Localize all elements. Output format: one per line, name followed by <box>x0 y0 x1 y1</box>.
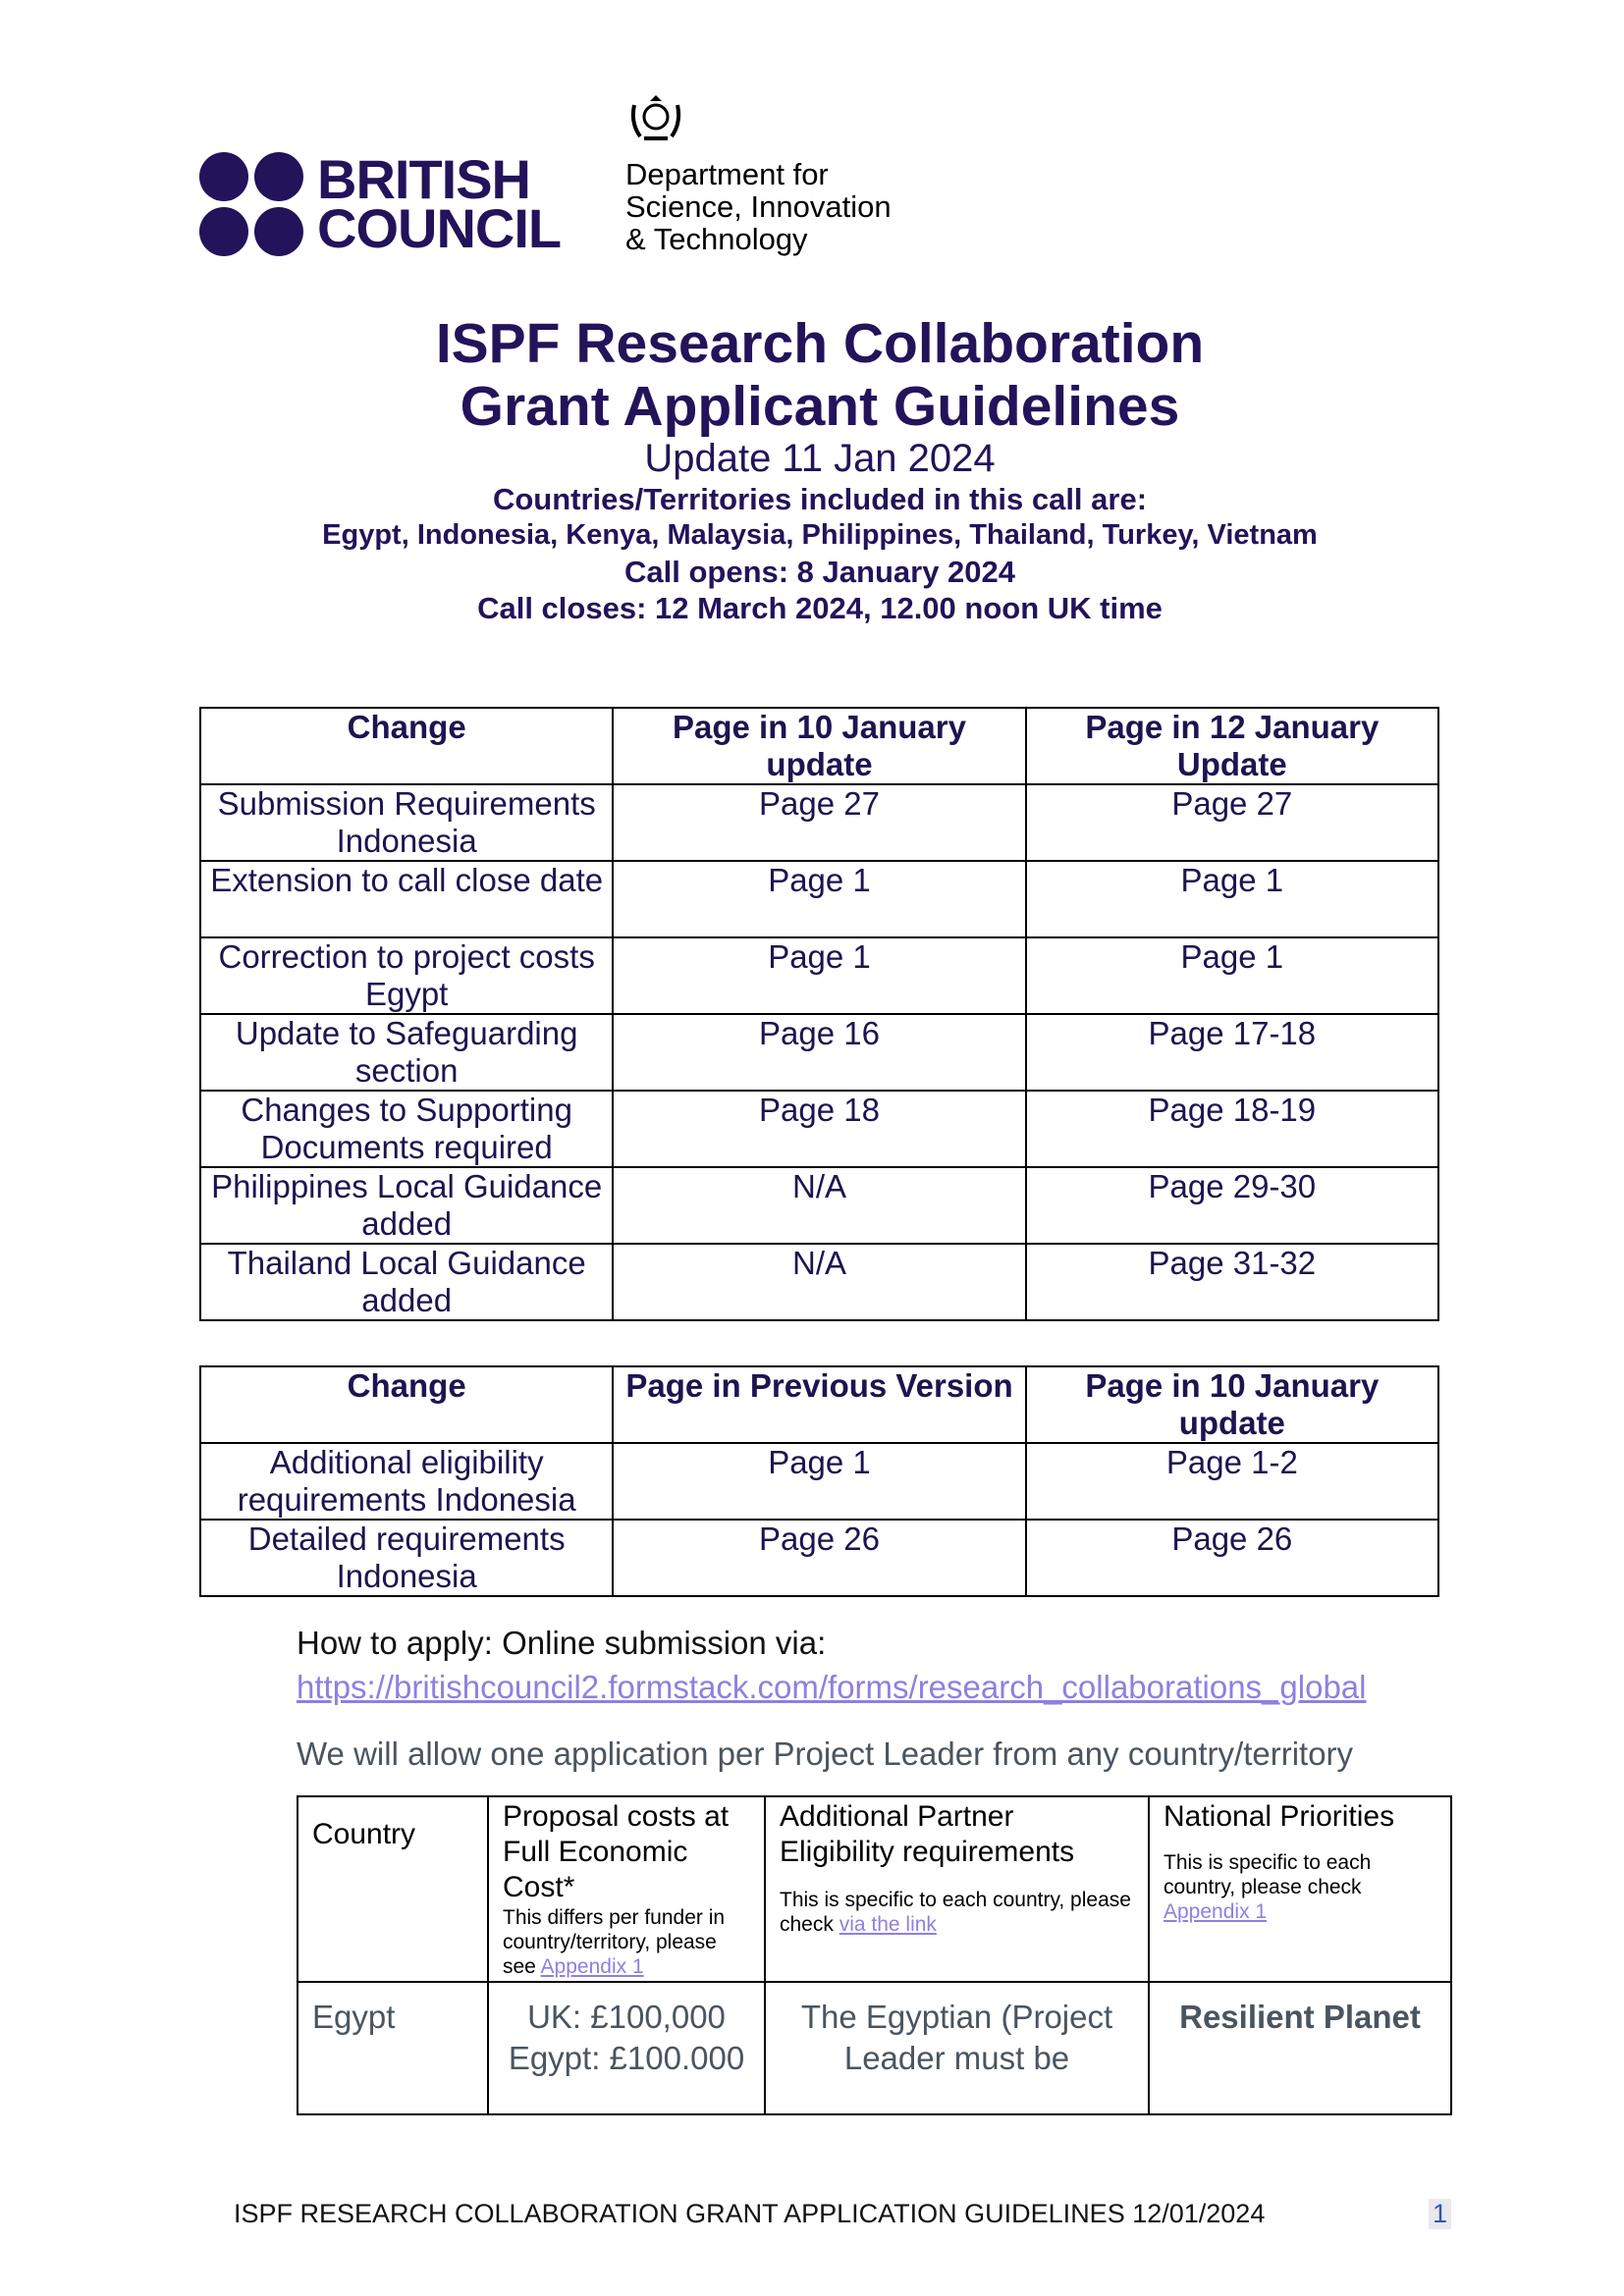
appendix-link[interactable]: Appendix 1 <box>1164 1900 1268 1923</box>
table-row: Update to Safeguarding section Page 16 Pag… <box>198 1013 1440 1092</box>
table-row: Philippines Local Guidance added N/A Page … <box>198 1166 1440 1245</box>
appendix-link[interactable]: Appendix 1 <box>540 1955 644 1978</box>
application-link[interactable]: https://britishcouncil2.formstack.com/fo… <box>297 1669 1367 1705</box>
royal-crest-icon <box>630 95 681 140</box>
table-row: Thailand Local Guidance added N/A Page 31-… <box>198 1243 1440 1321</box>
call-info: Countries/Territories included in this c… <box>322 482 1318 625</box>
dsit-logo: Department for Science, Innovation & Techn… <box>625 93 892 255</box>
application-limit-note: We will allow one application per Projec… <box>297 1735 1354 1772</box>
country-table: Country Proposal costs at Full Economic … <box>297 1795 1452 2115</box>
british-council-logo: BRITISH COUNCIL <box>199 152 562 256</box>
table-row: Egypt UK: £100,000 Egypt: £100.000 The Eg… <box>297 1981 1452 2115</box>
how-to-apply: How to apply: Online submission via: <box>297 1625 827 1661</box>
table-row: Additional eligibility requirements Indo… <box>198 1442 1440 1521</box>
page-number: 1 <box>1429 2199 1452 2229</box>
partner-link[interactable]: via the link <box>839 1913 937 1936</box>
footer-text: ISPF RESEARCH COLLABORATION GRANT APPLIC… <box>234 2199 1266 2228</box>
document-title: ISPF Research Collaboration Grant Applica… <box>435 312 1205 438</box>
changes-table-previous: Change Page in Previous Version Page in 10… <box>198 1365 1440 1597</box>
table-row: Changes to Supporting Documents required… <box>198 1090 1440 1168</box>
table-row: Extension to call close date Page 1 Page 1 <box>198 860 1440 938</box>
table-row: Submission Requirements Indonesia Page 27… <box>198 783 1440 862</box>
changes-table-january: Change Page in 10 January update Page in 1… <box>198 707 1440 1321</box>
update-date: Update 11 Jan 2024 <box>644 437 996 480</box>
table-row: Detailed requirements Indonesia Page 26 Pa… <box>198 1519 1440 1597</box>
